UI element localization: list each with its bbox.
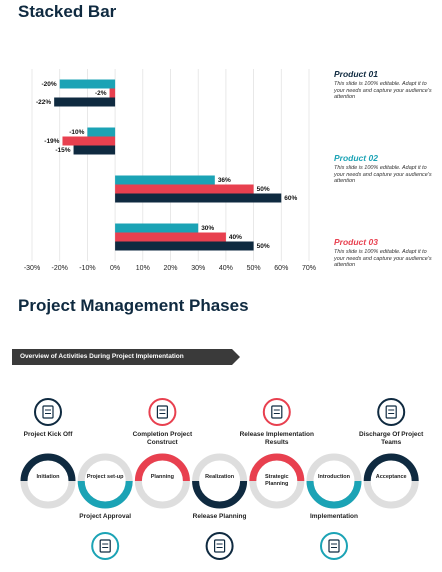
banner-shape xyxy=(12,349,240,365)
phase-caption: Project Kick Off xyxy=(23,431,73,438)
phase-label: Initiation xyxy=(36,474,60,480)
data-label: -10% xyxy=(69,129,84,136)
phase-caption: Implementation xyxy=(309,513,359,520)
phase-arc xyxy=(20,453,76,482)
legend-description: This slide is 100% editable. Adapt it to… xyxy=(334,165,432,184)
legend-description: This slide is 100% editable. Adapt it to… xyxy=(334,81,432,100)
icon-ring xyxy=(148,398,177,426)
phase-label: Strategic Planning xyxy=(265,474,289,487)
data-label: -20% xyxy=(42,81,57,88)
icon-ring xyxy=(205,532,234,560)
phase-label: Introduction xyxy=(317,474,351,480)
bar xyxy=(115,193,282,203)
bar xyxy=(54,97,116,107)
bar xyxy=(109,88,116,98)
x-tick-label: 0% xyxy=(110,265,120,272)
data-label: -19% xyxy=(44,138,59,145)
legend-name: Product 03 xyxy=(334,237,378,247)
phase-label: Realization xyxy=(205,474,235,480)
icon-ring xyxy=(91,532,120,560)
phase-label: Acceptance xyxy=(375,474,407,480)
icon-ring xyxy=(262,398,291,426)
icon-glyph xyxy=(156,405,168,419)
bar xyxy=(59,79,116,89)
data-label: 30% xyxy=(201,225,214,232)
icon-ring xyxy=(377,398,406,426)
phase-arc xyxy=(192,480,248,509)
data-label: -15% xyxy=(55,147,70,154)
data-label: 40% xyxy=(229,234,242,241)
bar xyxy=(73,145,116,155)
icon-ring xyxy=(320,532,348,560)
bar xyxy=(87,127,116,137)
icon-glyph xyxy=(214,539,226,553)
x-tick-label: 60% xyxy=(274,265,288,272)
phase-caption: Completion Project Construct xyxy=(132,431,193,446)
data-label: 50% xyxy=(257,186,270,193)
legend-description: This slide is 100% editable. Adapt it to… xyxy=(334,249,432,268)
data-label: -2% xyxy=(95,90,107,97)
phase-caption: Project Approval xyxy=(79,513,132,520)
bar xyxy=(115,223,199,233)
phase-label: Project set-up xyxy=(86,474,124,480)
icon-glyph xyxy=(42,405,54,419)
x-tick-label: 10% xyxy=(136,265,150,272)
x-tick-label: 50% xyxy=(247,265,261,272)
legend-entry: Product 01 This slide is 100% editable. A… xyxy=(334,69,434,101)
phase-caption: Release Implementation Results xyxy=(239,431,314,446)
legend-name: Product 02 xyxy=(334,153,378,163)
phase-arc xyxy=(134,453,190,482)
section-title: Project Management Phases xyxy=(18,296,249,315)
x-tick-label: -30% xyxy=(24,265,40,272)
data-label: 50% xyxy=(257,243,270,250)
x-tick-label: -10% xyxy=(79,265,95,272)
bar xyxy=(62,136,116,146)
chart-title: Stacked Bar xyxy=(18,2,117,21)
icon-glyph xyxy=(99,539,111,553)
legend-entry: Product 02 This slide is 100% editable. A… xyxy=(334,153,434,185)
x-tick-label: 30% xyxy=(191,265,205,272)
icon-glyph xyxy=(328,539,340,553)
bar xyxy=(115,184,254,194)
data-label: -22% xyxy=(36,99,51,106)
x-tick-label: 70% xyxy=(302,265,316,272)
phase-arc xyxy=(249,453,305,482)
icon-glyph xyxy=(271,405,283,419)
legend-name: Product 01 xyxy=(334,69,378,79)
phase-arc xyxy=(77,480,133,509)
bar xyxy=(115,175,215,185)
phase-caption: Discharge Of Project Teams xyxy=(359,431,424,446)
bar xyxy=(115,232,226,242)
x-tick-label: 20% xyxy=(163,265,177,272)
x-tick-label: -20% xyxy=(52,265,68,272)
banner: Overview of Activities During Project Im… xyxy=(20,353,184,360)
phase-arc xyxy=(363,453,419,482)
phase-caption: Release Planning xyxy=(192,513,247,520)
data-label: 60% xyxy=(284,195,297,202)
x-tick-label: 40% xyxy=(219,265,233,272)
phase-arc xyxy=(306,480,362,509)
icon-glyph xyxy=(385,405,397,419)
icon-ring xyxy=(34,398,62,426)
legend-entry: Product 03 This slide is 100% editable. A… xyxy=(334,237,434,269)
data-label: 36% xyxy=(218,177,231,184)
phase-label: Planning xyxy=(150,474,174,480)
bar xyxy=(115,241,254,251)
